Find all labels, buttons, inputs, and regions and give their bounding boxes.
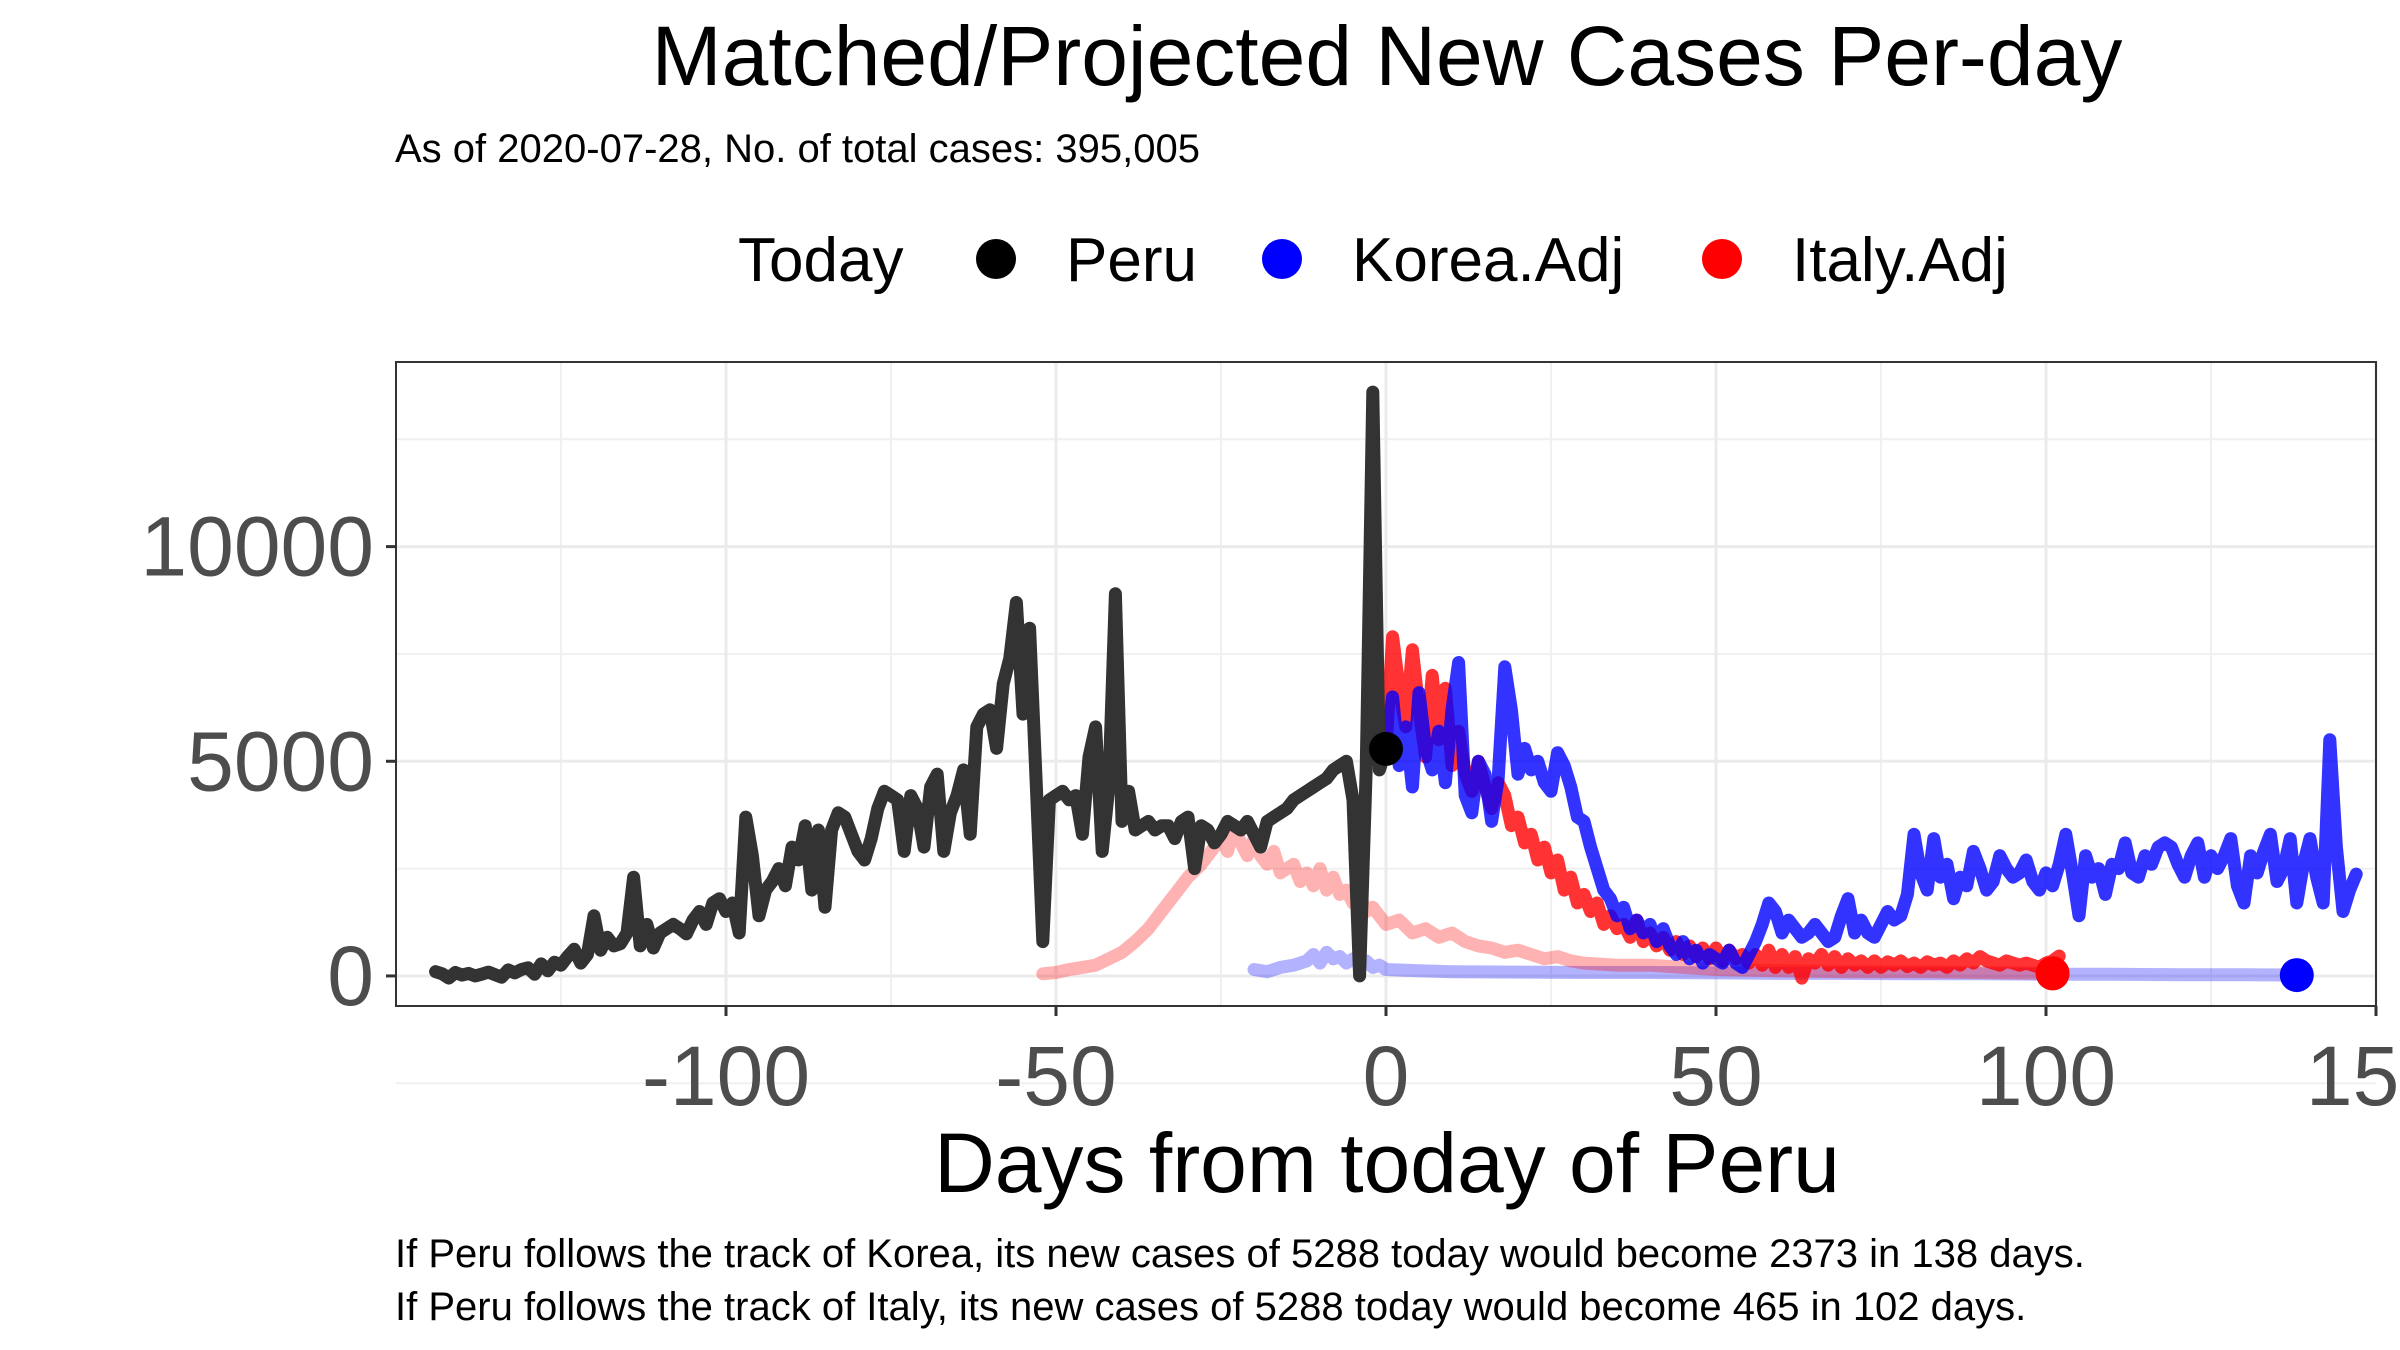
end-point-korea-adj [2279,958,2314,993]
series-line-korea-adj [1379,656,2363,974]
caption-korea: If Peru follows the track of Korea, its … [395,1232,2085,1276]
legend-marker-korea [1262,239,1302,279]
legend: Today Peru Korea.Adj Italy.Adj [738,226,2008,295]
end-points [1369,731,2314,993]
legend-marker-peru [976,239,1016,279]
legend-label-korea: Korea.Adj [1352,226,1624,295]
end-point-peru [1369,731,1403,766]
legend-label-peru: Peru [1066,226,1197,295]
legend-title: Today [738,226,903,295]
x-tick-label: 150 [2306,1029,2400,1123]
x-axis-ticks: -100 -50 0 50 100 150 [642,1006,2400,1123]
y-tick-label: 0 [327,929,374,1023]
x-axis-title: Days from today of Peru [934,1116,1840,1210]
series-line-peru [429,385,1393,985]
y-tick-label: 10000 [140,500,374,594]
chart-title: Matched/Projected New Cases Per-day [652,9,2123,103]
series-lines [429,385,2363,985]
x-tick-label: -100 [642,1029,810,1123]
x-tick-label: 50 [1669,1029,1762,1123]
y-tick-label: 5000 [187,714,374,808]
caption-italy: If Peru follows the track of Italy, its … [395,1285,2026,1329]
x-tick-label: -50 [995,1029,1116,1123]
x-tick-label: 0 [1363,1029,1410,1123]
end-point-italy-adj [2035,956,2070,991]
series-line-italy-adj-faded [1036,819,2066,981]
y-axis-ticks: 0 5000 10000 [140,500,396,1023]
series-line-korea-adj-faded [1247,945,2304,982]
legend-marker-italy [1702,239,1742,279]
chart-subtitle: As of 2020-07-28, No. of total cases: 39… [395,127,1200,171]
x-tick-label: 100 [1976,1029,2116,1123]
legend-label-italy: Italy.Adj [1792,226,2008,295]
